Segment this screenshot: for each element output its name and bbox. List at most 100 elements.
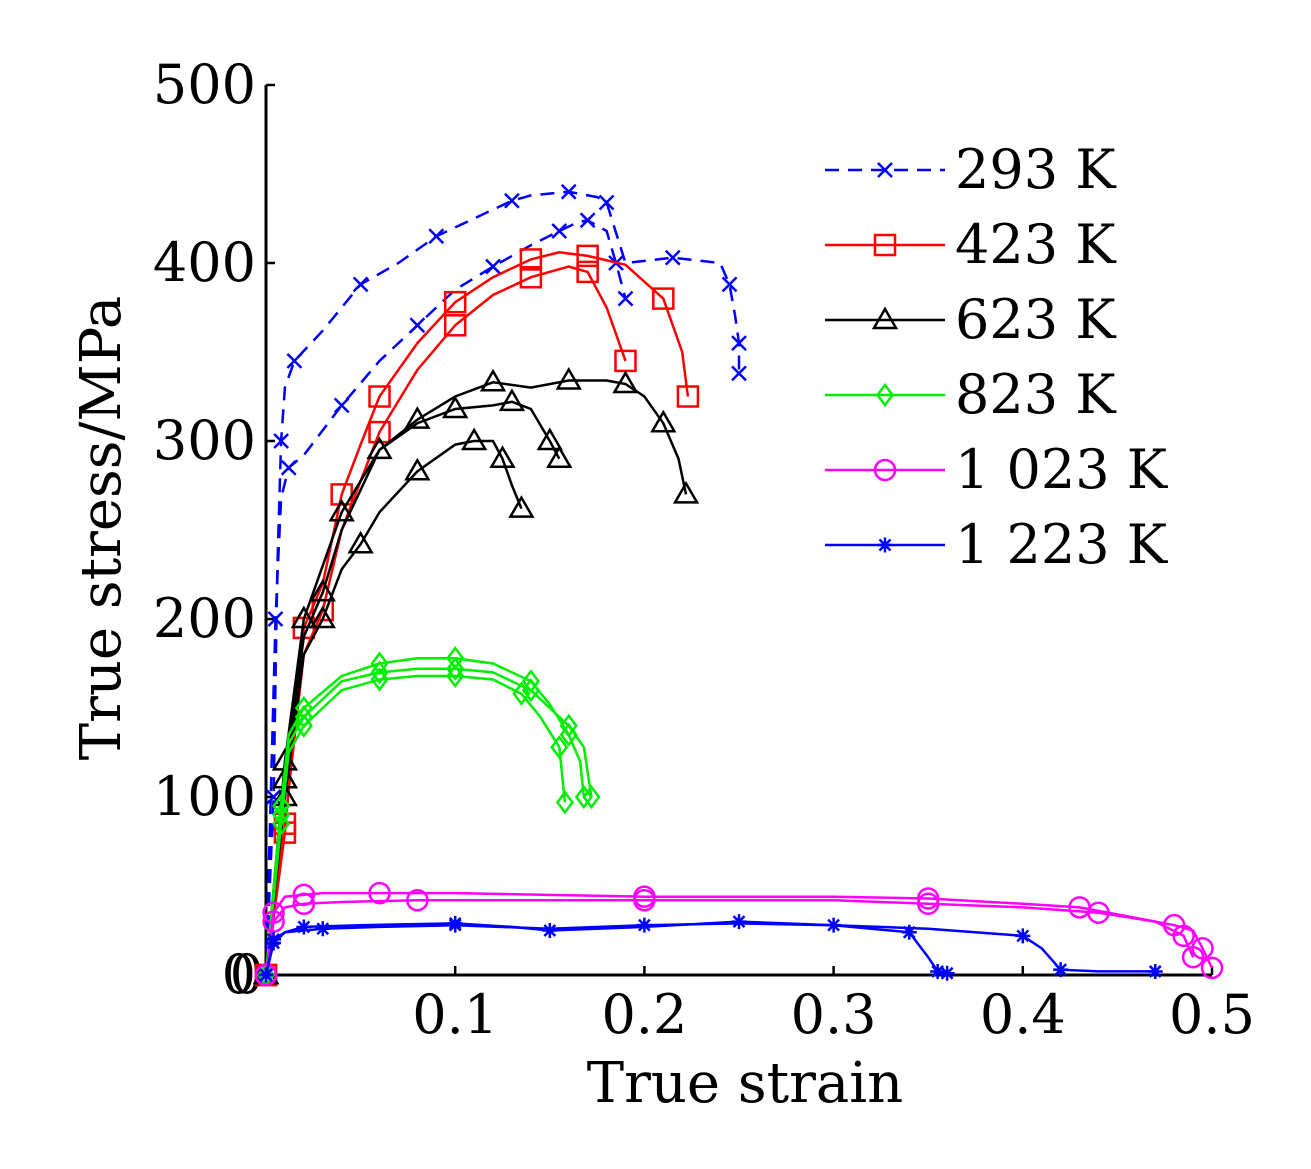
data-point (664, 249, 681, 266)
data-point (446, 656, 465, 681)
data-point (290, 605, 318, 629)
data-point (519, 265, 543, 289)
data-point (731, 335, 747, 351)
data-point (267, 611, 284, 627)
data-point (280, 459, 297, 476)
x-tick-label: 0.5 (1169, 983, 1255, 1046)
data-point (262, 910, 285, 933)
data-point (409, 317, 426, 334)
data-point (1015, 928, 1031, 944)
series-line (264, 400, 561, 976)
data-point (370, 667, 389, 692)
data-point (286, 353, 303, 369)
y-tick-label: 400 (153, 231, 256, 294)
legend-marker (871, 306, 899, 330)
y-axis-title: True stress/MPa (69, 296, 134, 761)
data-point (446, 646, 465, 671)
y-tick-label: 200 (153, 587, 256, 650)
data-point (328, 498, 355, 522)
data-point (550, 735, 569, 760)
data-point (617, 290, 634, 307)
series-triangle (252, 366, 700, 985)
data-point (939, 965, 955, 981)
data-point (315, 921, 331, 937)
data-point (498, 388, 526, 412)
data-point (447, 917, 463, 933)
data-point (1172, 924, 1195, 948)
series-line (264, 898, 1195, 976)
data-point (826, 917, 842, 933)
data-point (272, 811, 291, 836)
data-point (273, 433, 290, 449)
data-point (916, 892, 940, 916)
data-point (442, 395, 469, 419)
data-point (258, 967, 274, 983)
data-point (479, 368, 507, 392)
data-point (652, 287, 675, 310)
data-point (254, 963, 278, 987)
data-point (582, 784, 601, 810)
legend-label: 1 023 K (955, 438, 1169, 501)
x-tick-label: 0.1 (412, 983, 498, 1046)
data-point (271, 783, 299, 807)
legend-marker (877, 537, 893, 553)
data-point (443, 290, 467, 314)
data-point (916, 887, 940, 910)
data-point (368, 385, 391, 408)
data-point (292, 892, 316, 916)
data-point (428, 228, 445, 245)
data-point (676, 385, 700, 408)
data-point (368, 881, 391, 905)
series-line (264, 920, 948, 976)
data-point (266, 931, 282, 947)
data-point (721, 276, 738, 293)
y-tick-label: 0 (222, 943, 256, 1006)
data-point (296, 919, 312, 935)
data-point (1087, 901, 1110, 924)
data-point (576, 260, 599, 284)
data-point (546, 445, 573, 469)
data-point (560, 183, 577, 200)
data-point (536, 427, 563, 451)
data-point (406, 888, 429, 912)
data-point (1147, 963, 1163, 979)
legend-label: 623 K (955, 288, 1117, 351)
data-point (574, 784, 593, 810)
data-point (370, 660, 389, 685)
legend-marker (875, 382, 895, 408)
data-point (551, 223, 568, 239)
y-tick-label: 100 (153, 765, 256, 828)
data-point (930, 963, 946, 979)
data-point (555, 790, 574, 815)
data-point (636, 917, 652, 933)
data-point (294, 713, 313, 738)
data-point (368, 420, 391, 444)
data-point (508, 495, 535, 518)
data-point (579, 212, 596, 229)
data-point (366, 436, 393, 460)
data-point (559, 722, 578, 747)
data-point (347, 530, 374, 554)
series-line (264, 218, 627, 976)
series-line (264, 667, 593, 976)
data-point (1053, 962, 1069, 978)
series-diamond (256, 646, 601, 988)
data-point (460, 427, 488, 451)
data-point (370, 651, 389, 676)
data-point (1181, 945, 1205, 969)
x-tick-label: 0.2 (601, 983, 687, 1046)
data-point (901, 924, 917, 940)
data-point (542, 923, 558, 938)
data-point (521, 669, 540, 694)
data-point (404, 457, 431, 481)
legend-label: 1 223 K (955, 513, 1169, 576)
series-line (264, 379, 688, 976)
legend-marker (877, 162, 893, 178)
data-point (512, 681, 531, 706)
series-line (264, 674, 567, 976)
series-square (254, 244, 700, 987)
data-point (519, 248, 543, 271)
